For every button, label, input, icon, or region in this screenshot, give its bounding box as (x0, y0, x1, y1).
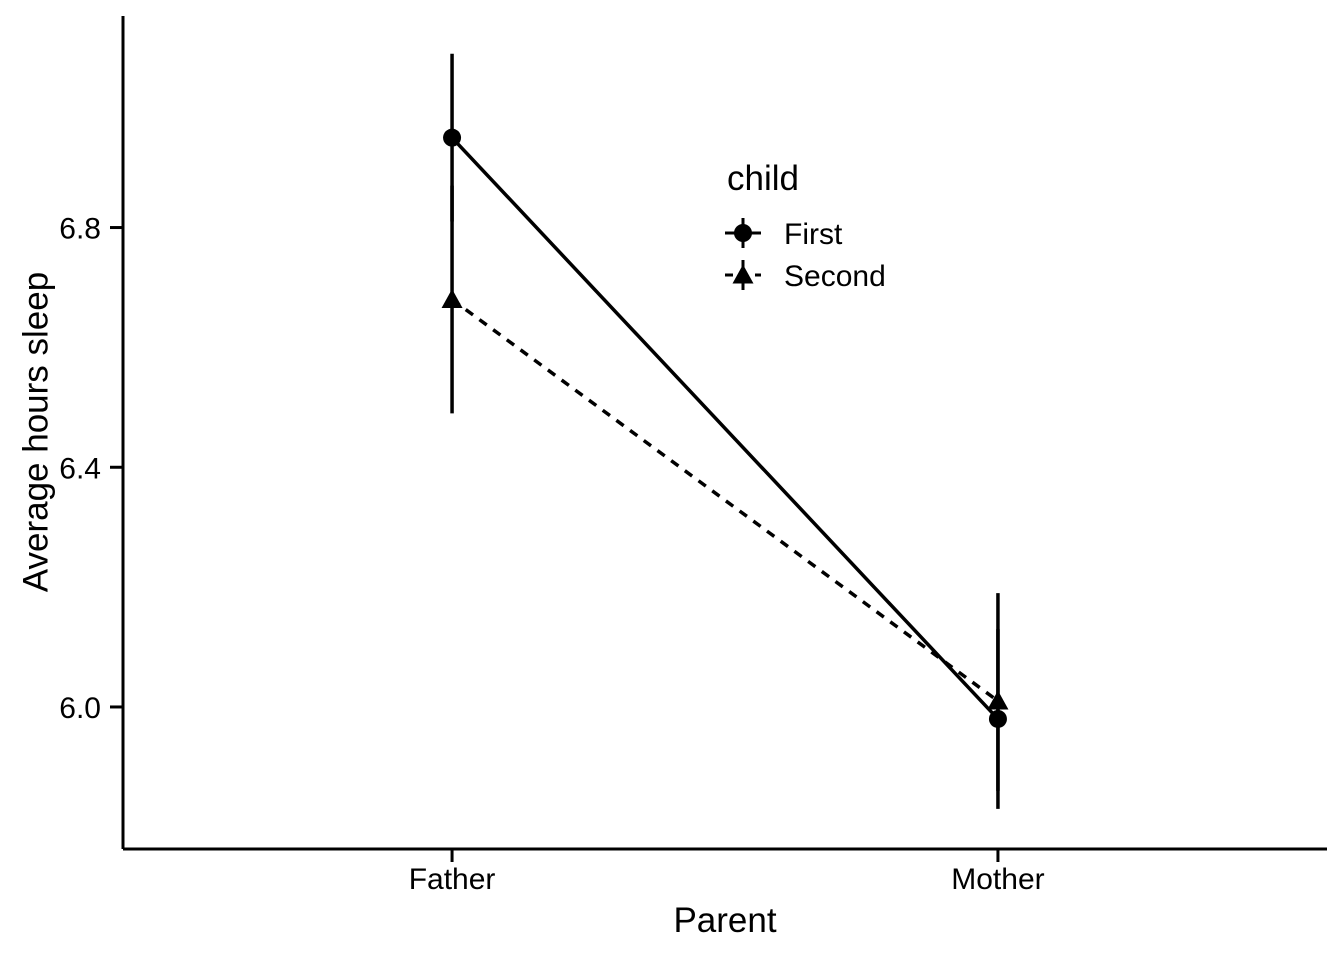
y-tick-label-6-0: 6.0 (59, 692, 101, 725)
plot-shapes (110, 16, 1327, 862)
legend-title: child (727, 159, 799, 198)
legend-label-second: Second (784, 260, 886, 293)
y-axis-title: Average hours sleep (17, 272, 56, 592)
x-tick-label-mother: Mother (951, 863, 1044, 896)
x-axis-title: Parent (673, 901, 776, 940)
y-tick-label-6-4: 6.4 (59, 452, 101, 485)
legend-label-first: First (784, 218, 843, 251)
y-tick-label-6-8: 6.8 (59, 213, 101, 246)
x-tick-label-father: Father (409, 863, 496, 896)
